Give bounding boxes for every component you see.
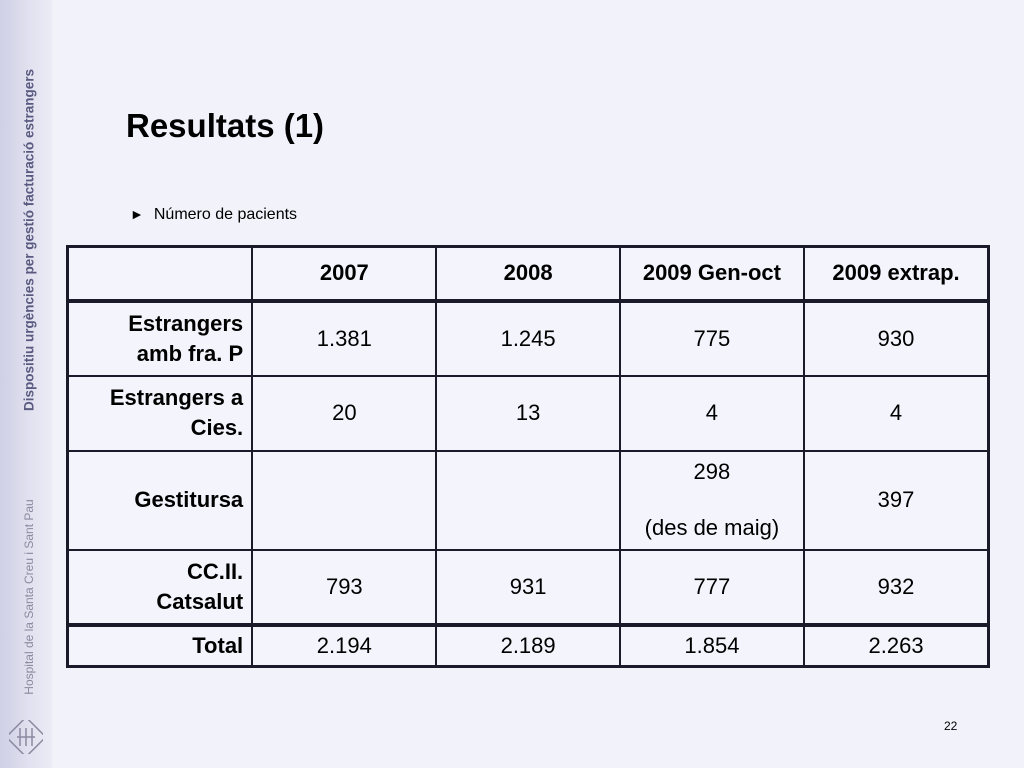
table-cell: 20 bbox=[251, 374, 438, 452]
table-cell: 777 bbox=[618, 548, 806, 627]
hospital-logo-icon bbox=[9, 720, 43, 754]
sidebar-subtitle: Hospital de la Santa Creu i Sant Pau bbox=[22, 499, 36, 695]
cell-note: (des de maig) bbox=[644, 515, 780, 540]
table-row: Estrangers a Cies. 20 13 4 4 bbox=[66, 374, 990, 452]
table-row: Estrangers amb fra. P 1.381 1.245 775 93… bbox=[66, 299, 990, 377]
total-row: Total 2.194 2.189 1.854 2.263 bbox=[66, 623, 990, 668]
table-cell: 2.263 bbox=[803, 623, 990, 668]
table-row: Gestitursa 298 (des de maig) 397 bbox=[66, 449, 990, 551]
table-cell: 4 bbox=[803, 374, 990, 452]
table-cell: 930 bbox=[803, 299, 990, 377]
table-cell: 1.854 bbox=[618, 623, 806, 668]
table-cell: 931 bbox=[435, 548, 621, 627]
header-cell: 2007 bbox=[251, 245, 438, 303]
row-label: Estrangers a Cies. bbox=[66, 374, 254, 452]
header-cell: 2008 bbox=[435, 245, 621, 303]
row-label-line: Catsalut bbox=[156, 588, 244, 614]
bullet-item: ► Número de pacients bbox=[130, 206, 297, 224]
bullet-text: Número de pacients bbox=[153, 206, 298, 223]
cell-value: 298 bbox=[693, 459, 731, 484]
table-cell: 1.245 bbox=[435, 299, 621, 377]
table-cell: 397 bbox=[803, 449, 990, 551]
patients-table: 2007 2008 2009 Gen-oct 2009 extrap. Estr… bbox=[66, 245, 990, 668]
table-cell bbox=[435, 449, 621, 551]
sidebar: Dispositiu urgències per gestió facturac… bbox=[0, 0, 52, 768]
bullet-arrow-icon: ► bbox=[130, 206, 144, 222]
slide-title: Resultats (1) bbox=[126, 107, 325, 144]
table-cell: 775 bbox=[618, 299, 806, 377]
table-cell: 298 (des de maig) bbox=[618, 449, 806, 551]
header-cell: 2009 Gen-oct bbox=[618, 245, 806, 303]
table-cell: 793 bbox=[251, 548, 438, 627]
table-cell: 2.189 bbox=[435, 623, 621, 668]
header-cell bbox=[66, 245, 254, 303]
table-cell: 2.194 bbox=[251, 623, 438, 668]
row-label: Estrangers amb fra. P bbox=[66, 299, 254, 377]
table-cell: 4 bbox=[618, 374, 806, 452]
row-label-line: Estrangers bbox=[128, 310, 244, 336]
row-label-line: Cies. bbox=[190, 415, 244, 440]
row-label-line: CC.II. bbox=[186, 558, 244, 584]
row-label: CC.II. Catsalut bbox=[66, 548, 254, 627]
row-label-line: Estrangers a bbox=[109, 385, 244, 410]
header-cell: 2009 extrap. bbox=[803, 245, 990, 303]
page-number: 22 bbox=[944, 719, 958, 733]
row-label-line: amb fra. P bbox=[136, 340, 244, 366]
table-cell: 932 bbox=[803, 548, 990, 627]
row-label: Total bbox=[66, 623, 254, 668]
table-cell bbox=[251, 449, 438, 551]
table-cell: 13 bbox=[435, 374, 621, 452]
table-header-row: 2007 2008 2009 Gen-oct 2009 extrap. bbox=[66, 245, 990, 303]
row-label: Gestitursa bbox=[66, 449, 254, 551]
sidebar-title: Dispositiu urgències per gestió facturac… bbox=[21, 68, 37, 412]
table-row: CC.II. Catsalut 793 931 777 932 bbox=[66, 548, 990, 627]
table-cell: 1.381 bbox=[251, 299, 438, 377]
